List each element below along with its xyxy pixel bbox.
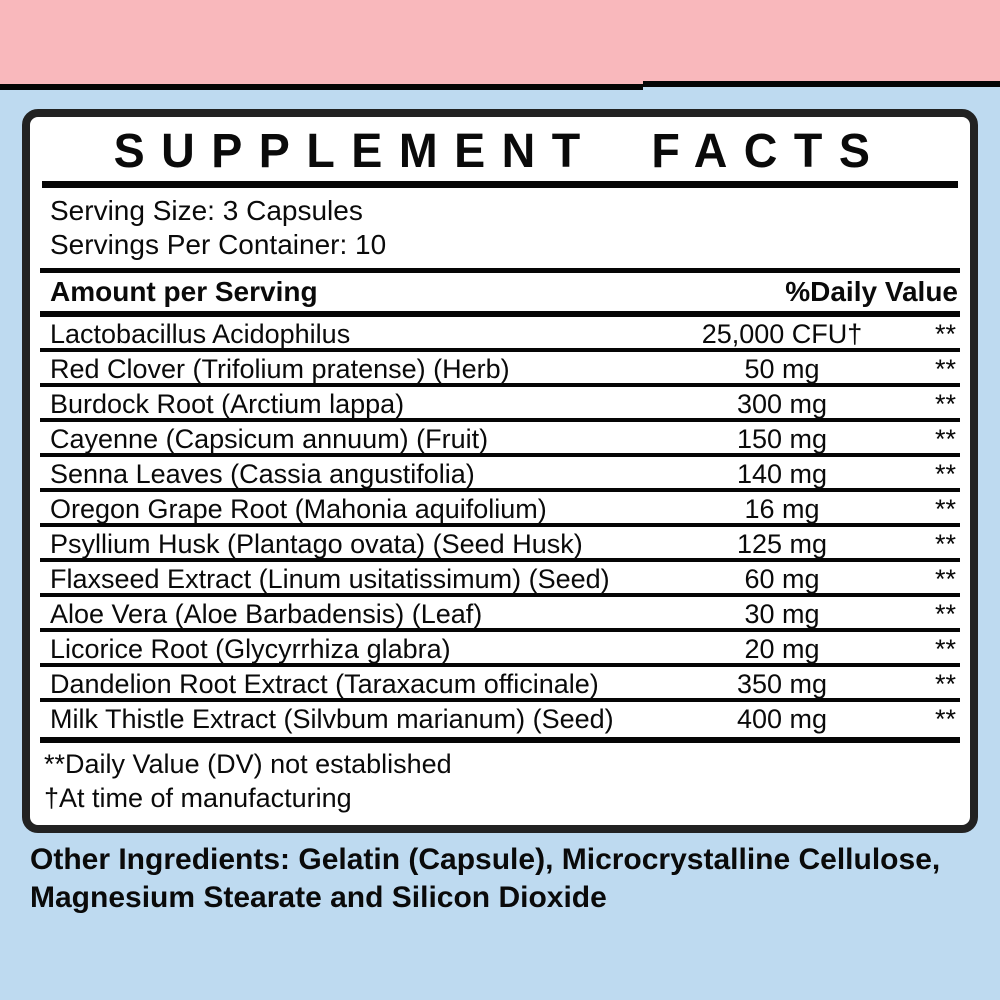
table-header-row: Amount per Serving %Daily Value bbox=[40, 273, 960, 311]
ingredient-amount: 300 mg bbox=[736, 389, 828, 419]
footnote-daily-value: **Daily Value (DV) not established bbox=[44, 749, 452, 779]
serving-size: Serving Size: 3 Capsules bbox=[50, 195, 363, 226]
ingredient-name: Red Clover (Trifolium pratense) (Herb) bbox=[50, 354, 510, 384]
table-row: Licorice Root (Glycyrrhiza glabra) 20 mg *… bbox=[40, 632, 960, 667]
ingredient-daily-value: ** bbox=[934, 704, 956, 734]
band-divider-left-segment bbox=[0, 84, 643, 90]
supplement-facts-panel: SUPPLEMENT FACTS Serving Size: 3 Capsule… bbox=[22, 109, 978, 833]
ingredient-amount: 20 mg bbox=[744, 634, 820, 664]
ingredient-amount: 350 mg bbox=[736, 669, 828, 699]
daily-value-header: %Daily Value bbox=[785, 276, 958, 307]
table-row: Burdock Root (Arctium lappa) 300 mg ** bbox=[40, 387, 960, 422]
ingredient-name: Dandelion Root Extract (Taraxacum offici… bbox=[50, 669, 599, 699]
table-row: Red Clover (Trifolium pratense) (Herb) 50… bbox=[40, 352, 960, 387]
footnote-manufacturing: †At time of manufacturing bbox=[44, 783, 352, 813]
table-bottom-rule bbox=[40, 737, 960, 743]
header-top-rule bbox=[40, 268, 960, 273]
band-divider-right-segment bbox=[643, 81, 1000, 87]
ingredient-daily-value: ** bbox=[934, 529, 956, 559]
ingredient-amount: 25,000 CFU† bbox=[701, 319, 863, 349]
ingredient-name: Flaxseed Extract (Linum usitatissimum) (… bbox=[50, 564, 610, 594]
ingredient-amount: 50 mg bbox=[744, 354, 820, 384]
ingredient-daily-value: ** bbox=[934, 494, 956, 524]
ingredient-daily-value: ** bbox=[934, 459, 956, 489]
header-bottom-rule bbox=[40, 311, 960, 317]
ingredient-daily-value: ** bbox=[934, 599, 956, 629]
table-row: Milk Thistle Extract (Silvbum marianum) … bbox=[40, 702, 960, 737]
ingredient-name: Milk Thistle Extract (Silvbum marianum) … bbox=[50, 704, 614, 734]
ingredient-amount: 150 mg bbox=[736, 424, 828, 454]
servings-per-container: Servings Per Container: 10 bbox=[50, 229, 387, 260]
table-row: Oregon Grape Root (Mahonia aquifolium) 16… bbox=[40, 492, 960, 527]
title-underline bbox=[42, 181, 958, 188]
table-row: Dandelion Root Extract (Taraxacum offici… bbox=[40, 667, 960, 702]
ingredient-name: Senna Leaves (Cassia angustifolia) bbox=[50, 459, 475, 489]
ingredient-daily-value: ** bbox=[934, 354, 956, 384]
ingredient-daily-value: ** bbox=[934, 564, 956, 594]
ingredient-daily-value: ** bbox=[934, 669, 956, 699]
ingredient-amount: 60 mg bbox=[744, 564, 820, 594]
ingredient-amount: 30 mg bbox=[744, 599, 820, 629]
amount-header: Amount per Serving bbox=[50, 276, 318, 307]
table-row: Lactobacillus Acidophilus 25,000 CFU† ** bbox=[40, 317, 960, 352]
ingredient-name: Lactobacillus Acidophilus bbox=[50, 319, 351, 349]
table-row: Senna Leaves (Cassia angustifolia) 140 mg… bbox=[40, 457, 960, 492]
ingredient-name: Cayenne (Capsicum annuum) (Fruit) bbox=[50, 424, 489, 454]
ingredient-daily-value: ** bbox=[934, 424, 956, 454]
ingredient-daily-value: ** bbox=[934, 634, 956, 664]
panel-title: SUPPLEMENT FACTS bbox=[113, 125, 887, 178]
ingredients-table: Lactobacillus Acidophilus 25,000 CFU† ** Re… bbox=[40, 317, 960, 737]
ingredient-name: Licorice Root (Glycyrrhiza glabra) bbox=[50, 634, 451, 664]
ingredient-amount: 125 mg bbox=[736, 529, 828, 559]
table-row: Psyllium Husk (Plantago ovata) (Seed Hus… bbox=[40, 527, 960, 562]
pink-band bbox=[0, 0, 1000, 84]
ingredient-amount: 16 mg bbox=[744, 494, 820, 524]
ingredient-amount: 140 mg bbox=[736, 459, 828, 489]
ingredient-amount: 400 mg bbox=[736, 704, 828, 734]
footnotes: **Daily Value (DV) not established †At t… bbox=[40, 743, 960, 817]
ingredient-daily-value: ** bbox=[934, 389, 956, 419]
ingredient-name: Psyllium Husk (Plantago ovata) (Seed Hus… bbox=[50, 529, 583, 559]
other-ingredients: Other Ingredients: Gelatin (Capsule), Mi… bbox=[30, 843, 941, 914]
table-row: Aloe Vera (Aloe Barbadensis) (Leaf) 30 mg… bbox=[40, 597, 960, 632]
table-row: Flaxseed Extract (Linum usitatissimum) (… bbox=[40, 562, 960, 597]
ingredient-name: Oregon Grape Root (Mahonia aquifolium) bbox=[50, 494, 547, 524]
table-row: Cayenne (Capsicum annuum) (Fruit) 150 mg *… bbox=[40, 422, 960, 457]
ingredient-name: Aloe Vera (Aloe Barbadensis) (Leaf) bbox=[50, 599, 483, 629]
ingredient-name: Burdock Root (Arctium lappa) bbox=[50, 389, 405, 419]
ingredient-daily-value: ** bbox=[934, 319, 956, 349]
